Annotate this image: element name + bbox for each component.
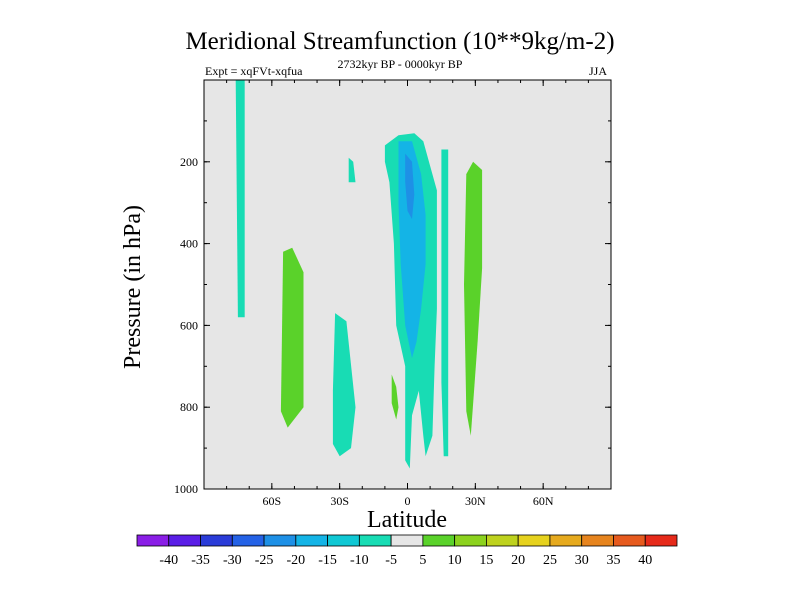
colorbar-label: 40 bbox=[638, 553, 652, 568]
colorbar-swatch bbox=[454, 534, 487, 547]
colorbar-label: -10 bbox=[350, 553, 369, 568]
experiment-label: Expt = xqFVt-xqfua bbox=[205, 64, 303, 78]
contour-band-29N-mid bbox=[464, 161, 483, 436]
y-axis-label: Pressure (in hPa) bbox=[120, 205, 146, 369]
colorbar-label: -20 bbox=[286, 553, 305, 568]
x-tick-label: 30N bbox=[465, 494, 486, 508]
time-range-label: 2732kyr BP - 0000kyr BP bbox=[337, 57, 463, 71]
y-tick-label: 400 bbox=[180, 237, 198, 251]
colorbar-swatch bbox=[613, 534, 646, 547]
colorbar-swatch bbox=[644, 534, 678, 547]
colorbar-label: -35 bbox=[191, 553, 210, 568]
colorbar-label: -25 bbox=[255, 553, 274, 568]
colorbar-swatch bbox=[581, 534, 614, 547]
colorbar-label: -15 bbox=[318, 553, 337, 568]
colorbar-label: 15 bbox=[479, 553, 493, 568]
colorbar-label: -40 bbox=[159, 553, 178, 568]
axis-ticks: 60S 30S 0 30N 60N 200 400 600 800 1000 bbox=[174, 80, 612, 508]
x-tick-label: 0 bbox=[405, 494, 411, 508]
contour-band-55S-mid bbox=[280, 247, 304, 428]
colorbar-swatch bbox=[327, 534, 360, 547]
colorbar-label: 35 bbox=[606, 553, 620, 568]
y-tick-label: 1000 bbox=[174, 482, 198, 496]
colorbar-swatch bbox=[517, 534, 551, 547]
colorbar-swatch bbox=[200, 534, 233, 547]
colorbar-label: 20 bbox=[511, 553, 525, 568]
y-tick-label: 800 bbox=[180, 400, 198, 414]
colorbar-swatch bbox=[136, 534, 170, 547]
colorbar-swatch bbox=[486, 534, 519, 547]
colorbar-swatch bbox=[231, 534, 265, 547]
colorbar-swatch bbox=[422, 534, 456, 547]
colorbar-label: 10 bbox=[448, 553, 462, 568]
colorbar-swatch bbox=[549, 534, 583, 547]
y-tick-label: 200 bbox=[180, 155, 198, 169]
contour-band-30S-lower bbox=[332, 313, 356, 457]
contour-blob-5S-780 bbox=[391, 374, 399, 420]
x-tick-label: 60S bbox=[262, 494, 281, 508]
colorbar-label: -30 bbox=[223, 553, 242, 568]
colorbar-swatch bbox=[390, 534, 424, 547]
season-label: JJA bbox=[589, 64, 608, 78]
contour-core-mid-eq bbox=[398, 141, 426, 359]
colorbar-swatch bbox=[263, 534, 297, 547]
colorbar-swatch bbox=[358, 534, 392, 547]
colorbar-swatch bbox=[168, 534, 201, 547]
colorbar-swatch bbox=[295, 534, 328, 547]
colorbar-label: 25 bbox=[543, 553, 557, 568]
chart-title: Meridional Streamfunction (10**9kg/m-2) bbox=[185, 28, 615, 55]
contour-blob-25S-200 bbox=[348, 157, 356, 183]
colorbar-label: 5 bbox=[419, 553, 426, 568]
y-tick-label: 600 bbox=[180, 318, 198, 332]
x-tick-label: 60N bbox=[533, 494, 554, 508]
contour-band-17N-mid bbox=[441, 149, 449, 457]
contour-band-70S-upper bbox=[235, 80, 245, 318]
contour-core-inner-eq bbox=[405, 153, 415, 220]
x-tick-label: 30S bbox=[330, 494, 349, 508]
x-axis-label: Latitude bbox=[367, 507, 447, 533]
colorbar-label: 30 bbox=[575, 553, 589, 568]
colorbar-label: -5 bbox=[385, 553, 397, 568]
contour-regions bbox=[235, 80, 483, 469]
colorbar: -40 -35 -30 -25 -20 -15 -10 -5 5 10 15 20 25 30 35 40 bbox=[136, 534, 678, 568]
